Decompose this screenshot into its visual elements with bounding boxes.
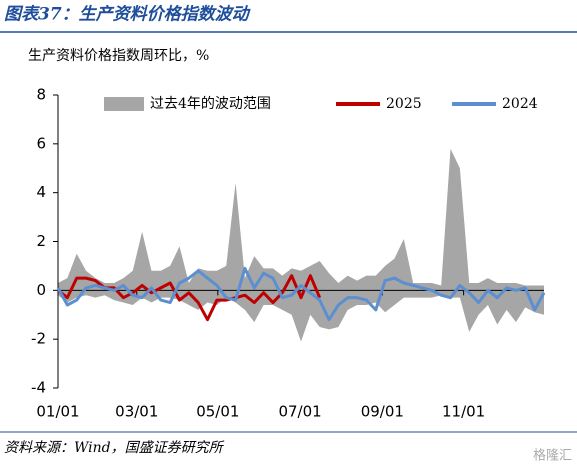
legend-swatch [104,97,144,111]
y-tick-label: 2 [36,232,46,250]
legend-label: 2025 [386,96,422,112]
y-tick-label: 0 [36,281,46,299]
range-band [58,148,544,342]
y-tick-label: 6 [36,134,46,152]
legend-label: 过去4年的波动范围 [150,95,271,112]
x-tick-label: 11/01 [442,403,485,421]
plot: -4 -2 0 2 4 6 8 01/01 03/01 05/01 07/01 09/01 11/01 过… [31,86,546,421]
x-tick-label: 01/01 [36,403,79,421]
x-tick-label: 05/01 [196,403,239,421]
figure-title: 图表37：生产资料价格指数波动 [4,5,252,25]
y-tick-label: 4 [36,183,46,201]
x-tick-label: 07/01 [278,403,321,421]
legend-label: 2024 [502,96,538,112]
source: 资料来源：Wind，国盛证券研究所 [4,440,225,456]
series-line [56,266,546,322]
y-tick-label: 8 [36,86,46,104]
y-tick-label: -2 [31,330,46,348]
series-line [57,274,322,322]
y-tick-label: -4 [31,379,46,397]
subtitle: 生产资料价格指数周环比，% [28,48,209,64]
x-tick-label: 09/01 [361,403,404,421]
watermark: 格隆汇 [533,448,572,464]
x-tick-label: 03/01 [115,403,158,421]
